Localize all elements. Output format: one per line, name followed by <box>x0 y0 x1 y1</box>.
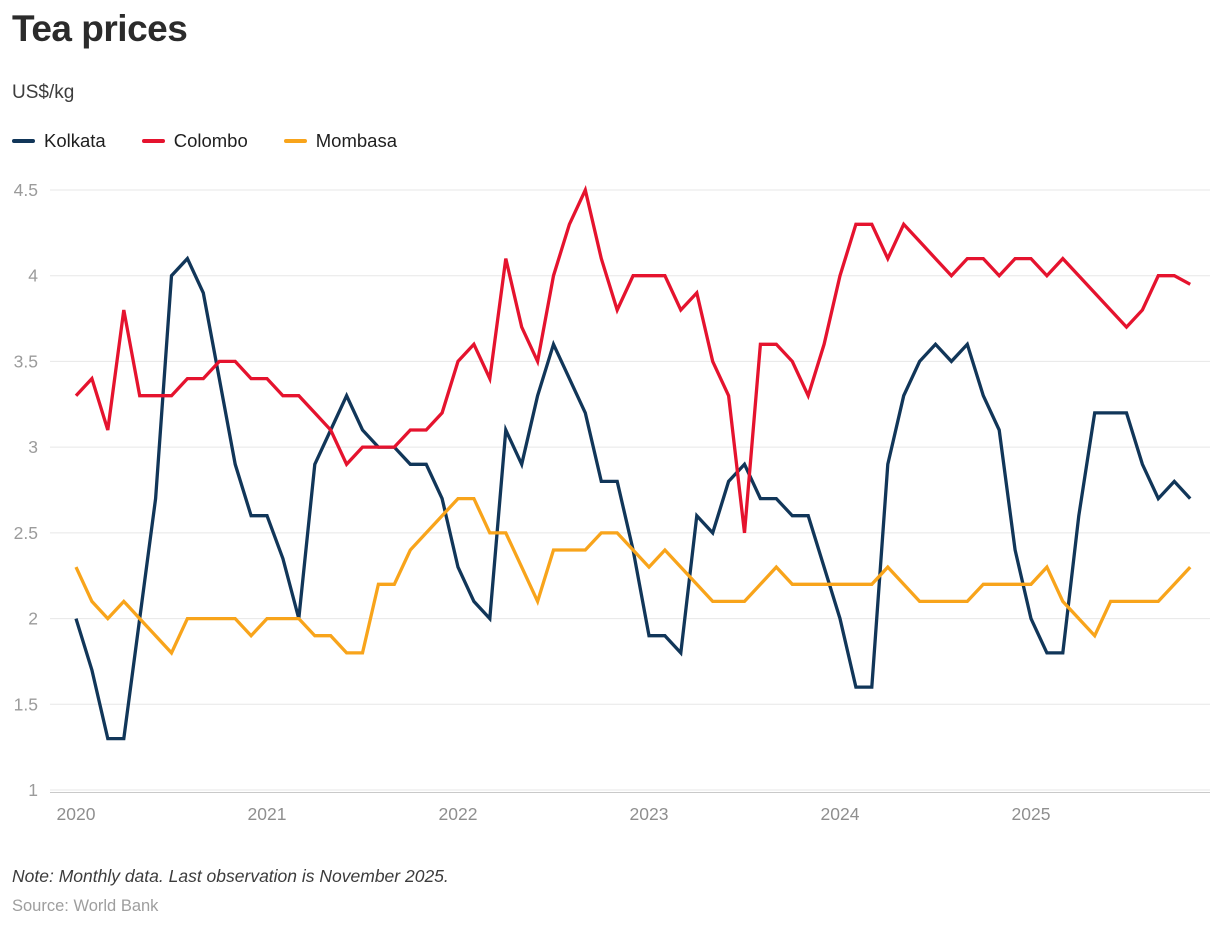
x-axis-label-2024: 2024 <box>821 804 860 824</box>
line-series-colombo <box>74 184 1191 534</box>
legend-label-kolkata: Kolkata <box>44 130 106 151</box>
chart-note: Note: Monthly data. Last observation is … <box>12 866 449 886</box>
x-axis-label-2021: 2021 <box>248 804 287 824</box>
colombo-line-swatch-icon <box>141 139 165 143</box>
legend-item-kolkata: Kolkata <box>12 130 106 152</box>
legend-item-mombasa: Mombasa <box>283 130 397 152</box>
mombasa-line-swatch-icon <box>283 139 307 143</box>
line-series-mombasa <box>74 496 1192 656</box>
x-axis-label-2022: 2022 <box>439 804 478 824</box>
y-axis-label: 2.5 <box>14 523 38 543</box>
chart-source: Source: World Bank <box>12 897 159 915</box>
y-axis-label: 3 <box>28 437 38 457</box>
legend: Kolkata Colombo Mombasa <box>12 130 397 152</box>
y-axis-label: 2 <box>28 609 38 629</box>
legend-label-mombasa: Mombasa <box>315 130 397 151</box>
y-axis-label: 1.5 <box>14 694 38 714</box>
line-series-kolkata <box>74 255 1192 741</box>
kolkata-line-swatch-icon <box>12 139 35 143</box>
x-axis-label-2020: 2020 <box>57 804 96 824</box>
y-axis-label: 1 <box>28 780 38 800</box>
x-axis-label-2025: 2025 <box>1012 804 1051 824</box>
y-axis-label: 3.5 <box>14 351 38 371</box>
page-title: Tea prices <box>12 8 188 49</box>
y-axis-label: 4 <box>28 266 38 286</box>
chart-units-label: US$/kg <box>12 82 75 103</box>
x-axis-label-2023: 2023 <box>630 804 669 824</box>
legend-item-colombo: Colombo <box>141 130 248 152</box>
legend-label-colombo: Colombo <box>173 130 248 151</box>
y-axis-label: 4.5 <box>14 180 38 200</box>
